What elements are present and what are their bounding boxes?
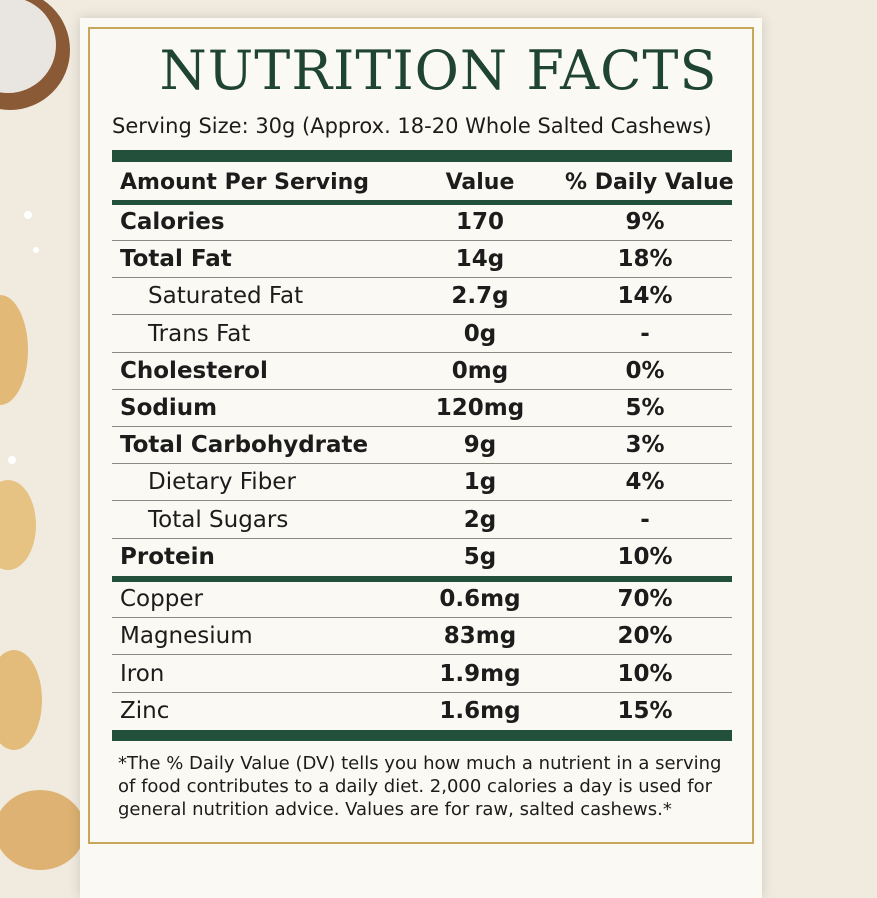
- column-header: Value: [445, 170, 515, 195]
- footnote-line: *The % Daily Value (DV) tells you how mu…: [118, 753, 722, 774]
- nutrient-value: 14g: [455, 246, 505, 273]
- daily-value: 4%: [625, 469, 665, 496]
- daily-value: 5%: [625, 395, 665, 421]
- row-separator: [112, 388, 732, 390]
- column-header: % Daily Value: [565, 170, 734, 195]
- nutrient-value: 120mg: [435, 395, 525, 421]
- daily-value: 3%: [625, 432, 665, 459]
- row-separator: [112, 240, 732, 241]
- label-card: [80, 18, 762, 898]
- divider: [112, 576, 732, 582]
- row-separator: [112, 654, 732, 656]
- nutrient-name: Total Sugars: [148, 506, 289, 533]
- nutrient-name: Zinc: [120, 697, 170, 724]
- row-separator: [112, 691, 732, 693]
- nutrient-name: Saturated Fat: [148, 283, 304, 310]
- footnote-line: of food contributes to a daily diet. 2,0…: [118, 776, 713, 797]
- row-separator: [112, 426, 732, 427]
- daily-value: 9%: [625, 209, 665, 235]
- row-separator: [112, 277, 732, 279]
- daily-value: 10%: [617, 660, 673, 687]
- nutrient-value: 1.9mg: [439, 660, 521, 687]
- daily-value: -: [640, 320, 650, 347]
- daily-value: -: [640, 506, 650, 533]
- nutrient-value: 2g: [463, 506, 497, 533]
- nutrient-name: Calories: [120, 209, 225, 235]
- nutrient-value: 2.7g: [451, 283, 509, 310]
- background-decor: [0, 0, 85, 870]
- column-header: Amount Per Serving: [120, 170, 370, 195]
- nutrient-name: Total Fat: [120, 246, 232, 273]
- nutrient-name: Dietary Fiber: [148, 469, 296, 496]
- nutrient-name: Trans Fat: [148, 320, 251, 347]
- row-separator: [112, 617, 732, 618]
- title: NUTRITION FACTS: [159, 39, 718, 102]
- daily-value: 0%: [625, 357, 665, 384]
- nutrient-value: 9g: [463, 432, 497, 459]
- row-separator: [112, 463, 732, 465]
- daily-value: 14%: [617, 283, 673, 310]
- nutrient-value: 170: [455, 209, 504, 235]
- daily-value: 15%: [617, 697, 673, 724]
- row-separator: [112, 500, 732, 502]
- nutrient-value: 1.6mg: [439, 697, 521, 724]
- nutrient-name: Total Carbohydrate: [120, 432, 369, 459]
- nutrient-value: 0g: [463, 320, 497, 347]
- daily-value: 18%: [617, 246, 673, 273]
- divider: [112, 730, 732, 741]
- gold-frame: [88, 27, 754, 844]
- divider: [112, 200, 732, 205]
- nutrient-name: Protein: [120, 543, 215, 570]
- serving-size: Serving Size: 30g (Approx. 18-20 Whole S…: [112, 114, 712, 138]
- row-separator: [112, 537, 732, 539]
- nutrient-value: 0mg: [451, 357, 509, 384]
- row-separator: [112, 314, 732, 316]
- nutrient-value: 0.6mg: [439, 586, 521, 612]
- page: NUTRITION FACTS Serving Size: 30g (Appro…: [0, 0, 762, 898]
- daily-value: 10%: [617, 543, 673, 570]
- daily-value: 70%: [617, 586, 673, 612]
- nutrient-value: 5g: [463, 543, 497, 570]
- nutrient-name: Sodium: [120, 395, 218, 421]
- row-separator: [112, 351, 732, 353]
- divider: [112, 150, 732, 162]
- daily-value: 20%: [617, 623, 673, 650]
- nutrient-value: 83mg: [443, 623, 517, 650]
- nutrient-value: 1g: [463, 469, 497, 496]
- nutrient-name: Copper: [120, 586, 203, 612]
- nutrient-name: Cholesterol: [120, 357, 268, 384]
- nutrient-name: Iron: [120, 660, 165, 687]
- nutrient-name: Magnesium: [120, 623, 253, 650]
- footnote-line: general nutrition advice. Values are for…: [118, 799, 672, 820]
